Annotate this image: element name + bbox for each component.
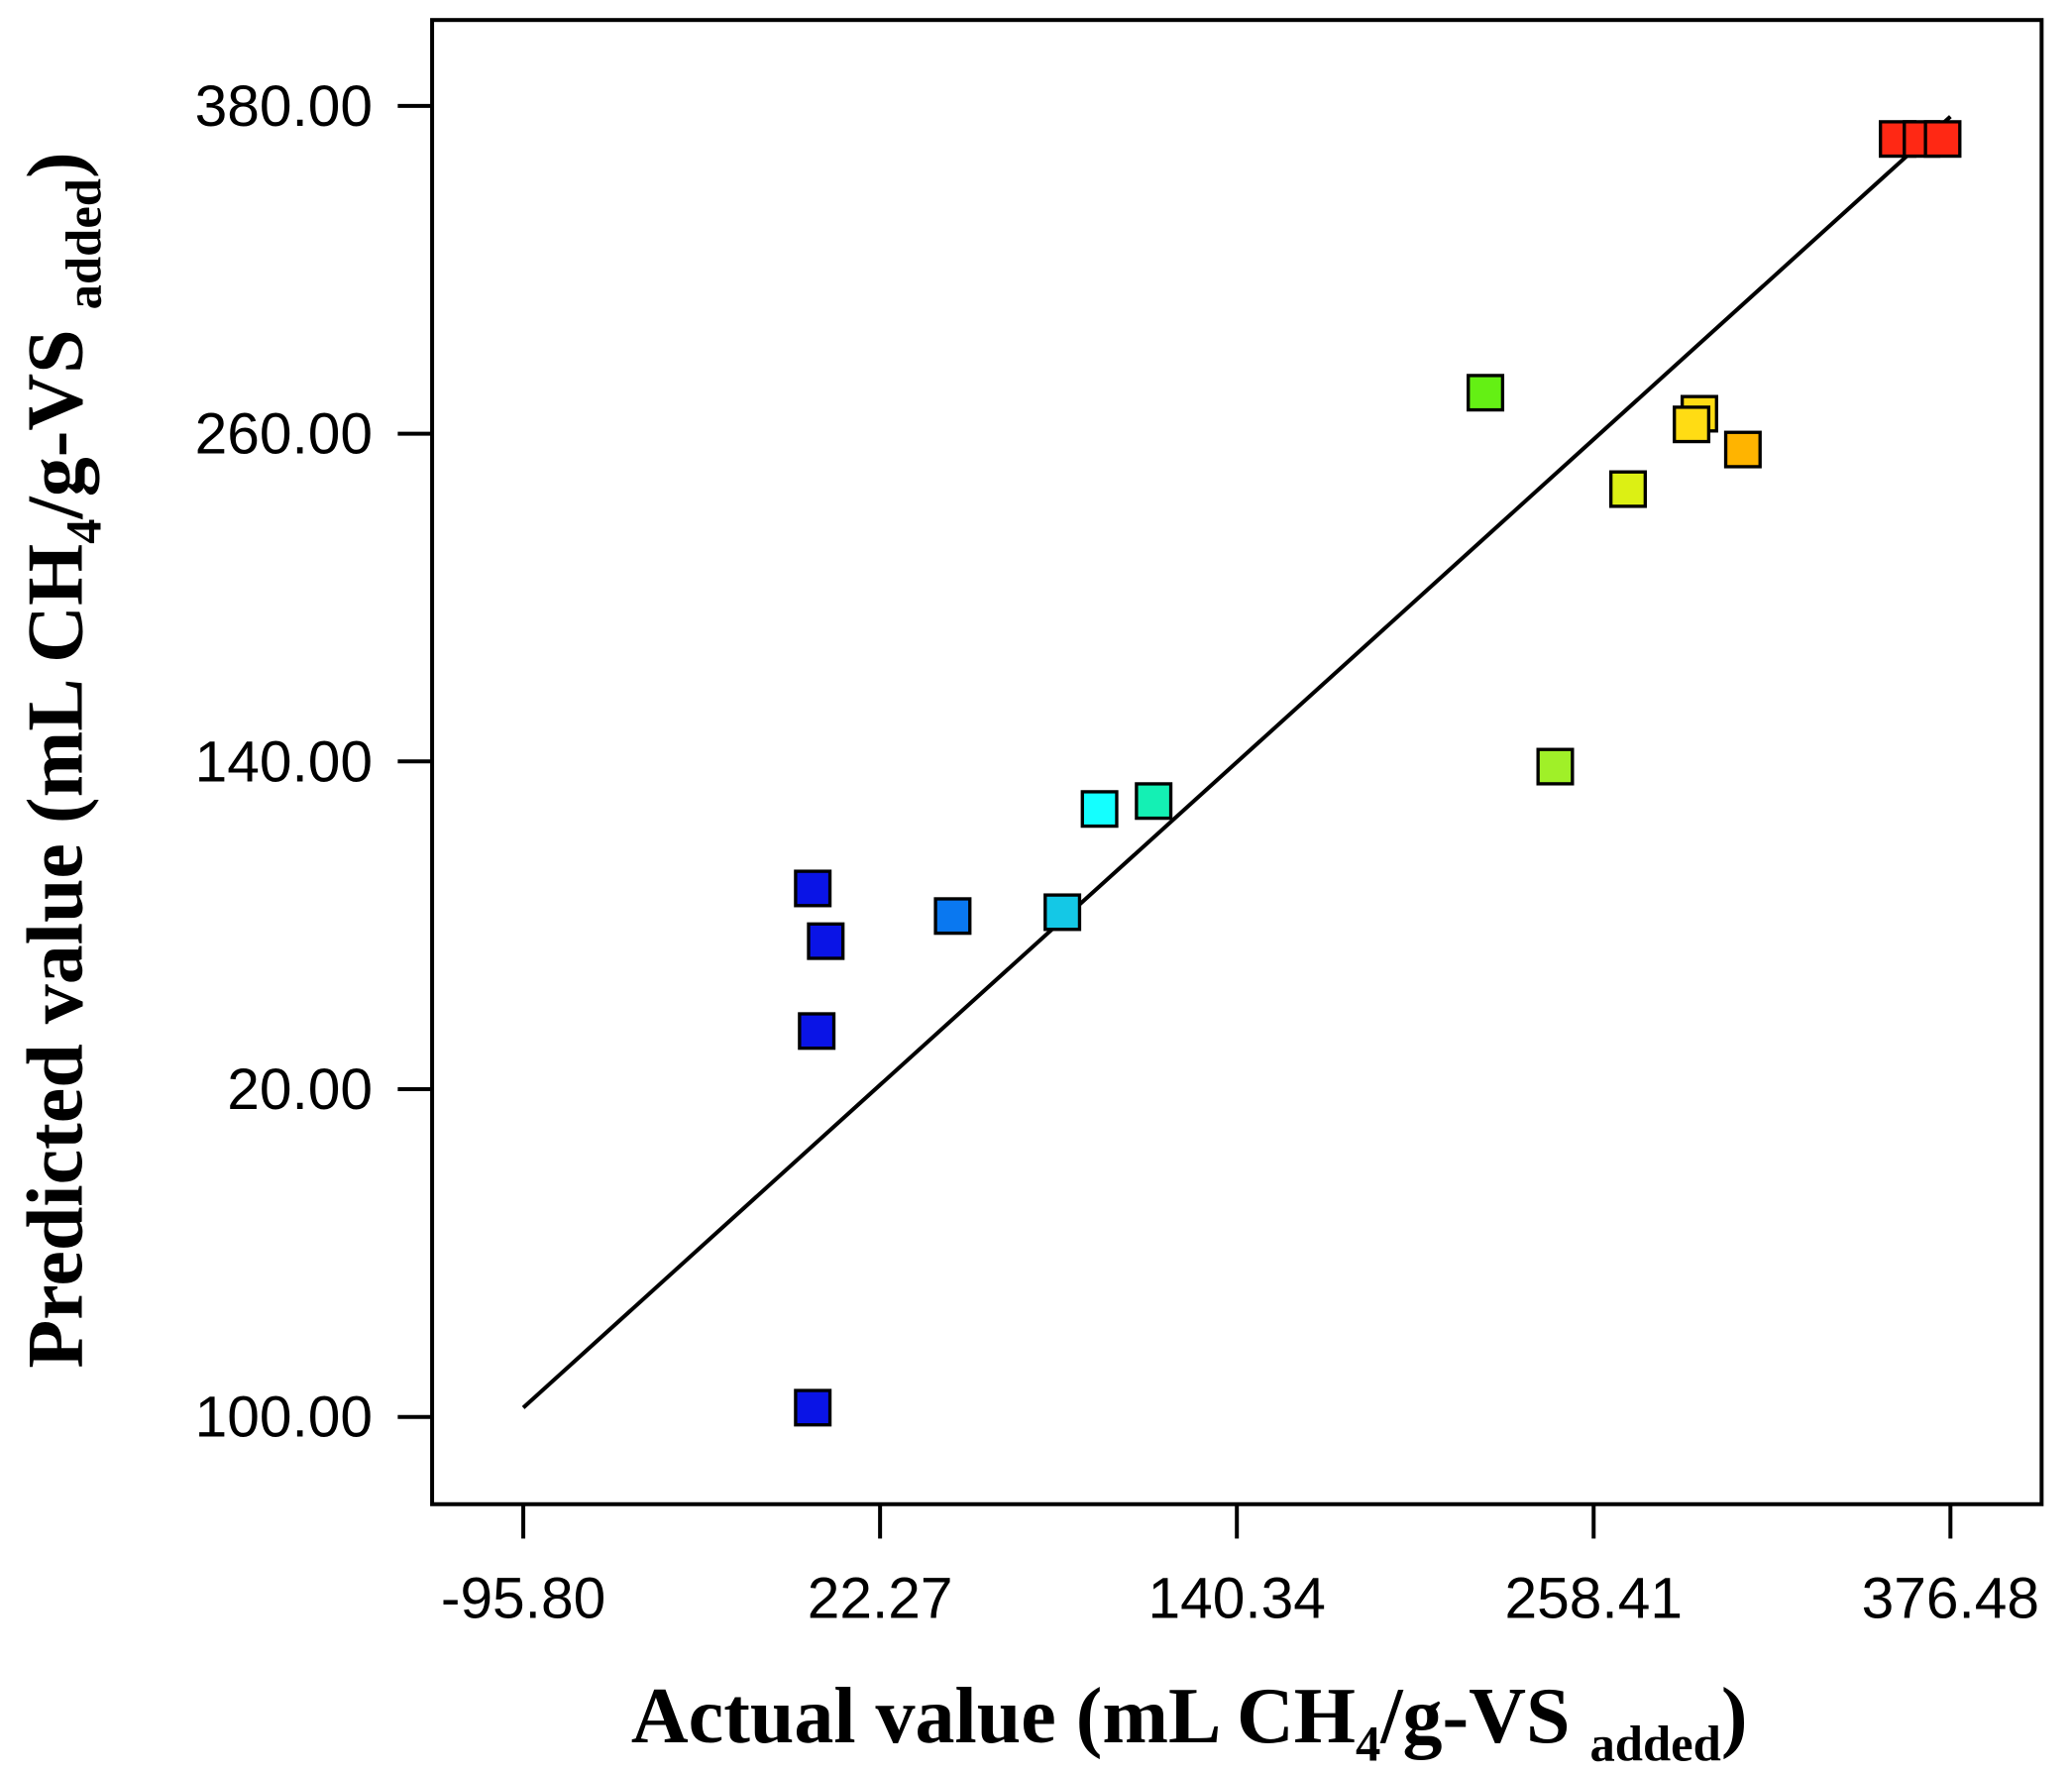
data-point [807,922,845,960]
title-part: /g-VS [1379,1673,1589,1760]
y-tick-label: 140.00 [195,729,373,794]
y-tick-label: 100.00 [195,1386,373,1450]
x-tick-label: 376.48 [1862,1566,2039,1630]
data-point [798,1012,836,1051]
subscript: added [55,178,111,309]
x-tick-label: 258.41 [1505,1566,1683,1630]
x-label: Actual value (mL CH4/g-VS added) [631,1673,1748,1772]
subscript: 4 [1356,1716,1380,1771]
x-tick-label: -95.80 [441,1566,605,1630]
y-tick-label: 260.00 [195,402,373,467]
subscript: 4 [55,518,111,543]
data-point [1467,374,1505,412]
data-point [933,897,972,936]
data-point [1135,782,1173,821]
reference-line [521,115,1952,1409]
y-label: Predicted value (mL CH4/g-VS added) [13,152,112,1368]
subscript: added [1589,1716,1720,1771]
data-point [1673,405,1711,444]
title-part: ) [1721,1673,1748,1760]
data-point [1723,430,1762,469]
title-part: Actual value (mL CH [631,1673,1356,1760]
data-point [1536,747,1575,786]
data-point [1923,120,1962,159]
title-part: /g-VS [13,309,100,519]
data-point [1608,470,1647,508]
title-part: ) [13,152,100,178]
data-point [794,869,832,908]
y-tick-label: 20.00 [227,1057,373,1122]
data-point [1043,893,1082,932]
title-part: Predicted value (mL CH [13,544,100,1369]
y-tick-label: 380.00 [195,74,373,139]
x-tick-label: 140.34 [1147,1566,1325,1630]
data-point [794,1388,832,1427]
x-tick-label: 22.27 [808,1566,953,1630]
data-point [1080,790,1119,829]
